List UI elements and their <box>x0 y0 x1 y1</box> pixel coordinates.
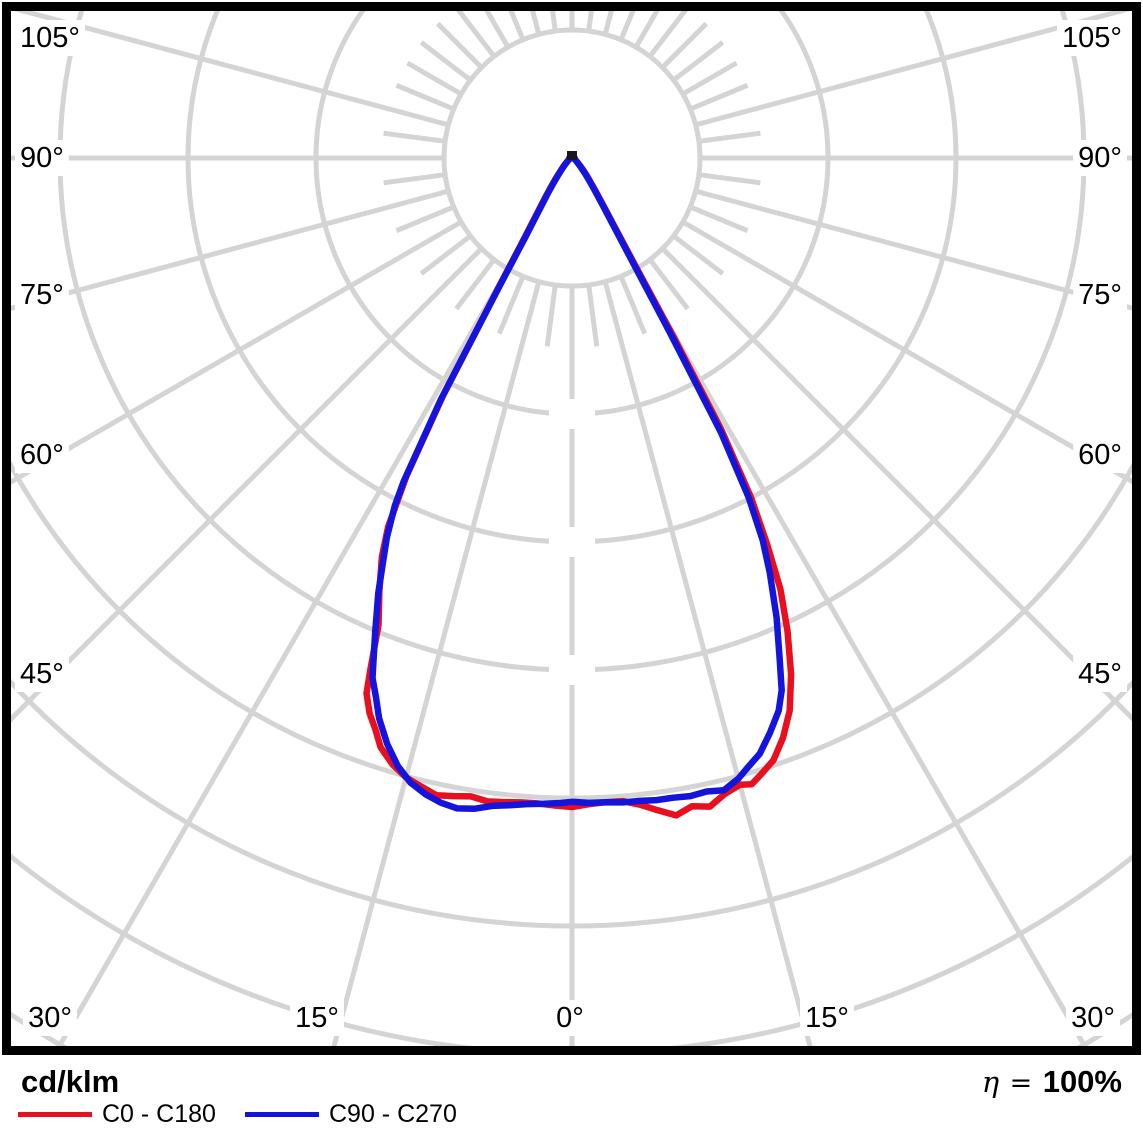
gamma-label-bg <box>1073 437 1127 473</box>
gamma-label-3: 60° <box>20 439 64 471</box>
polar-center-tick <box>567 151 577 160</box>
grid-ray-minor <box>435 21 485 71</box>
grid-ray-minor <box>544 282 559 347</box>
grid-ray-minor <box>454 256 498 311</box>
grid-ray-major <box>659 245 1132 722</box>
grid-ray-minor <box>383 130 448 145</box>
grid-ray-minor <box>617 273 648 335</box>
gamma-label-14: 105° <box>1062 22 1122 54</box>
grid-ray-major <box>602 279 813 1046</box>
gamma-label-12: 75° <box>1078 279 1122 311</box>
curve-c90-c270 <box>369 154 785 812</box>
curve-c0-c180 <box>363 154 795 819</box>
grid-ray-minor <box>696 171 761 186</box>
gamma-label-bg <box>23 1000 77 1036</box>
ring-value-box <box>549 655 595 685</box>
grid-ray-major <box>693 188 1132 311</box>
grid-ray-minor <box>484 11 512 51</box>
gamma-label-bg <box>15 656 69 692</box>
grid-ray-minor <box>670 40 725 84</box>
grid-ray-minor <box>646 11 688 60</box>
grid-ray-minor <box>617 11 636 43</box>
gamma-label-13: 90° <box>1078 142 1122 174</box>
gamma-label-1: 90° <box>20 142 64 174</box>
gamma-label-9: 30° <box>1071 1002 1115 1034</box>
grid-ray-major <box>679 218 1132 485</box>
gamma-label-10: 45° <box>1078 658 1122 690</box>
gamma-label-7: 0° <box>556 1002 584 1034</box>
grid-ray-minor <box>530 11 542 37</box>
grid-ray-minor <box>696 130 761 145</box>
ring-value-box <box>549 399 595 429</box>
eta-value: 100% <box>1042 1064 1122 1099</box>
gamma-label-bg <box>15 437 69 473</box>
gamma-label-4: 45° <box>20 658 64 690</box>
grid-ray-minor <box>585 11 594 34</box>
legend-swatch-blue <box>245 1112 319 1117</box>
grid-ray-major <box>11 188 451 311</box>
grid-ray-major <box>693 11 1131 128</box>
gamma-label-bg <box>1073 277 1127 313</box>
legend-swatch-red <box>18 1112 92 1117</box>
grid-ray-minor <box>508 11 527 43</box>
plot-border <box>2 2 1141 1055</box>
grid-ray-minor <box>395 203 457 234</box>
eta-symbol: η <box>981 1065 1000 1099</box>
gamma-label-bg <box>1073 140 1127 176</box>
grid-ray-minor <box>687 82 749 113</box>
efficiency-label: η = 100% <box>982 1064 1122 1100</box>
gamma-label-bg <box>1073 656 1127 692</box>
gamma-label-bg <box>290 1000 344 1036</box>
grid-ray-minor <box>646 256 690 311</box>
grid-ray-minor <box>395 82 457 113</box>
legend-item-c0-c180: C0 - C180 <box>18 1100 216 1129</box>
intensity-curves <box>363 154 795 819</box>
grid-ray-major <box>331 279 542 1046</box>
eta-equals: = <box>1009 1068 1033 1099</box>
grid-ray-minor <box>585 282 600 347</box>
unit-label: cd/klm <box>21 1064 120 1099</box>
gamma-label-bg <box>15 20 85 56</box>
gamma-label-bg <box>15 140 69 176</box>
gamma-label-bg <box>15 277 69 313</box>
legend-label-c0-c180: C0 - C180 <box>102 1100 216 1128</box>
grid-ray-minor <box>496 273 527 335</box>
gamma-label-bg <box>551 1000 589 1036</box>
grid-ray-minor <box>406 60 465 98</box>
gamma-label-bg <box>800 1000 854 1036</box>
grid-ray-major <box>11 245 485 723</box>
grid-ray-major <box>11 218 465 485</box>
gamma-label-8: 15° <box>805 1002 849 1034</box>
gamma-label-bg <box>1066 1000 1120 1036</box>
gamma-label-0: 105° <box>20 22 80 54</box>
grid-ray-minor <box>456 11 498 60</box>
gamma-label-6: 15° <box>295 1002 339 1034</box>
gamma-label-11: 60° <box>1078 439 1122 471</box>
legend-item-c90-c270: C90 - C270 <box>245 1100 457 1129</box>
grid-ray-minor <box>632 11 660 51</box>
grid-ray-minor <box>679 60 738 98</box>
grid-ray-minor <box>550 11 559 34</box>
grid-ray-minor <box>602 11 614 37</box>
grid-ray-minor <box>383 171 448 186</box>
grid-ray-minor <box>670 232 725 276</box>
grid-ray-major <box>632 265 1088 1046</box>
grid-ray-major <box>13 11 451 128</box>
grid-ray-minor <box>419 232 474 276</box>
gamma-label-2: 75° <box>20 279 64 311</box>
grid-ray-major <box>56 265 512 1046</box>
grid-ray-minor <box>419 40 474 84</box>
gamma-label-bg <box>1057 20 1127 56</box>
gamma-label-5: 30° <box>28 1002 72 1034</box>
legend-label-c90-c270: C90 - C270 <box>329 1100 457 1128</box>
ring-value-box <box>549 527 595 557</box>
grid-ray-minor <box>687 203 749 234</box>
grid-ray-minor <box>659 21 709 71</box>
